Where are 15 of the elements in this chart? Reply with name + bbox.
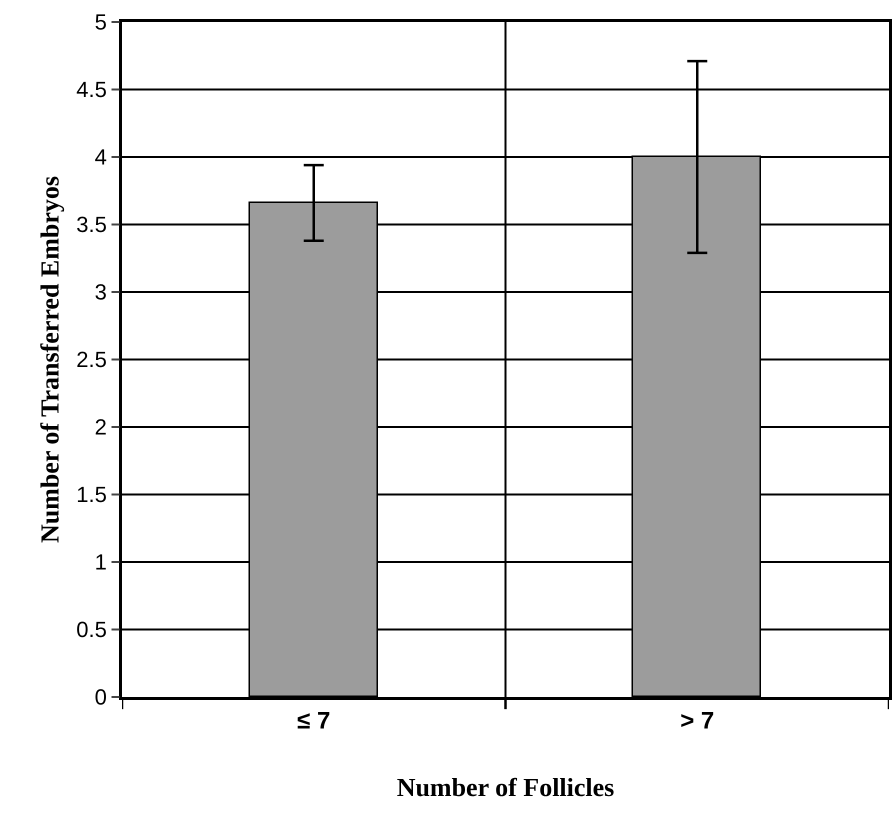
y-tick-label: 3.5 [76,212,107,238]
x-tick-label: ≤ 7 [297,708,330,735]
x-axis-title: Number of Follicles [396,773,614,802]
y-tick-label: 4.5 [76,77,107,102]
y-tick-label: 5 [94,10,107,35]
y-tick-label: 4 [94,144,107,170]
y-tick-label: 3 [94,280,107,305]
y-tick-label: 0 [94,684,107,710]
y-tick-label: 0.5 [76,617,107,642]
y-tick-label: 2 [94,414,107,440]
y-axis-title: Number of Transferred Embryos [36,176,65,544]
y-tick-label: 2.5 [76,347,107,372]
y-tick-label: 1.5 [76,482,107,508]
x-tick-label: > 7 [680,708,714,735]
y-tick-label: 1 [94,550,107,575]
